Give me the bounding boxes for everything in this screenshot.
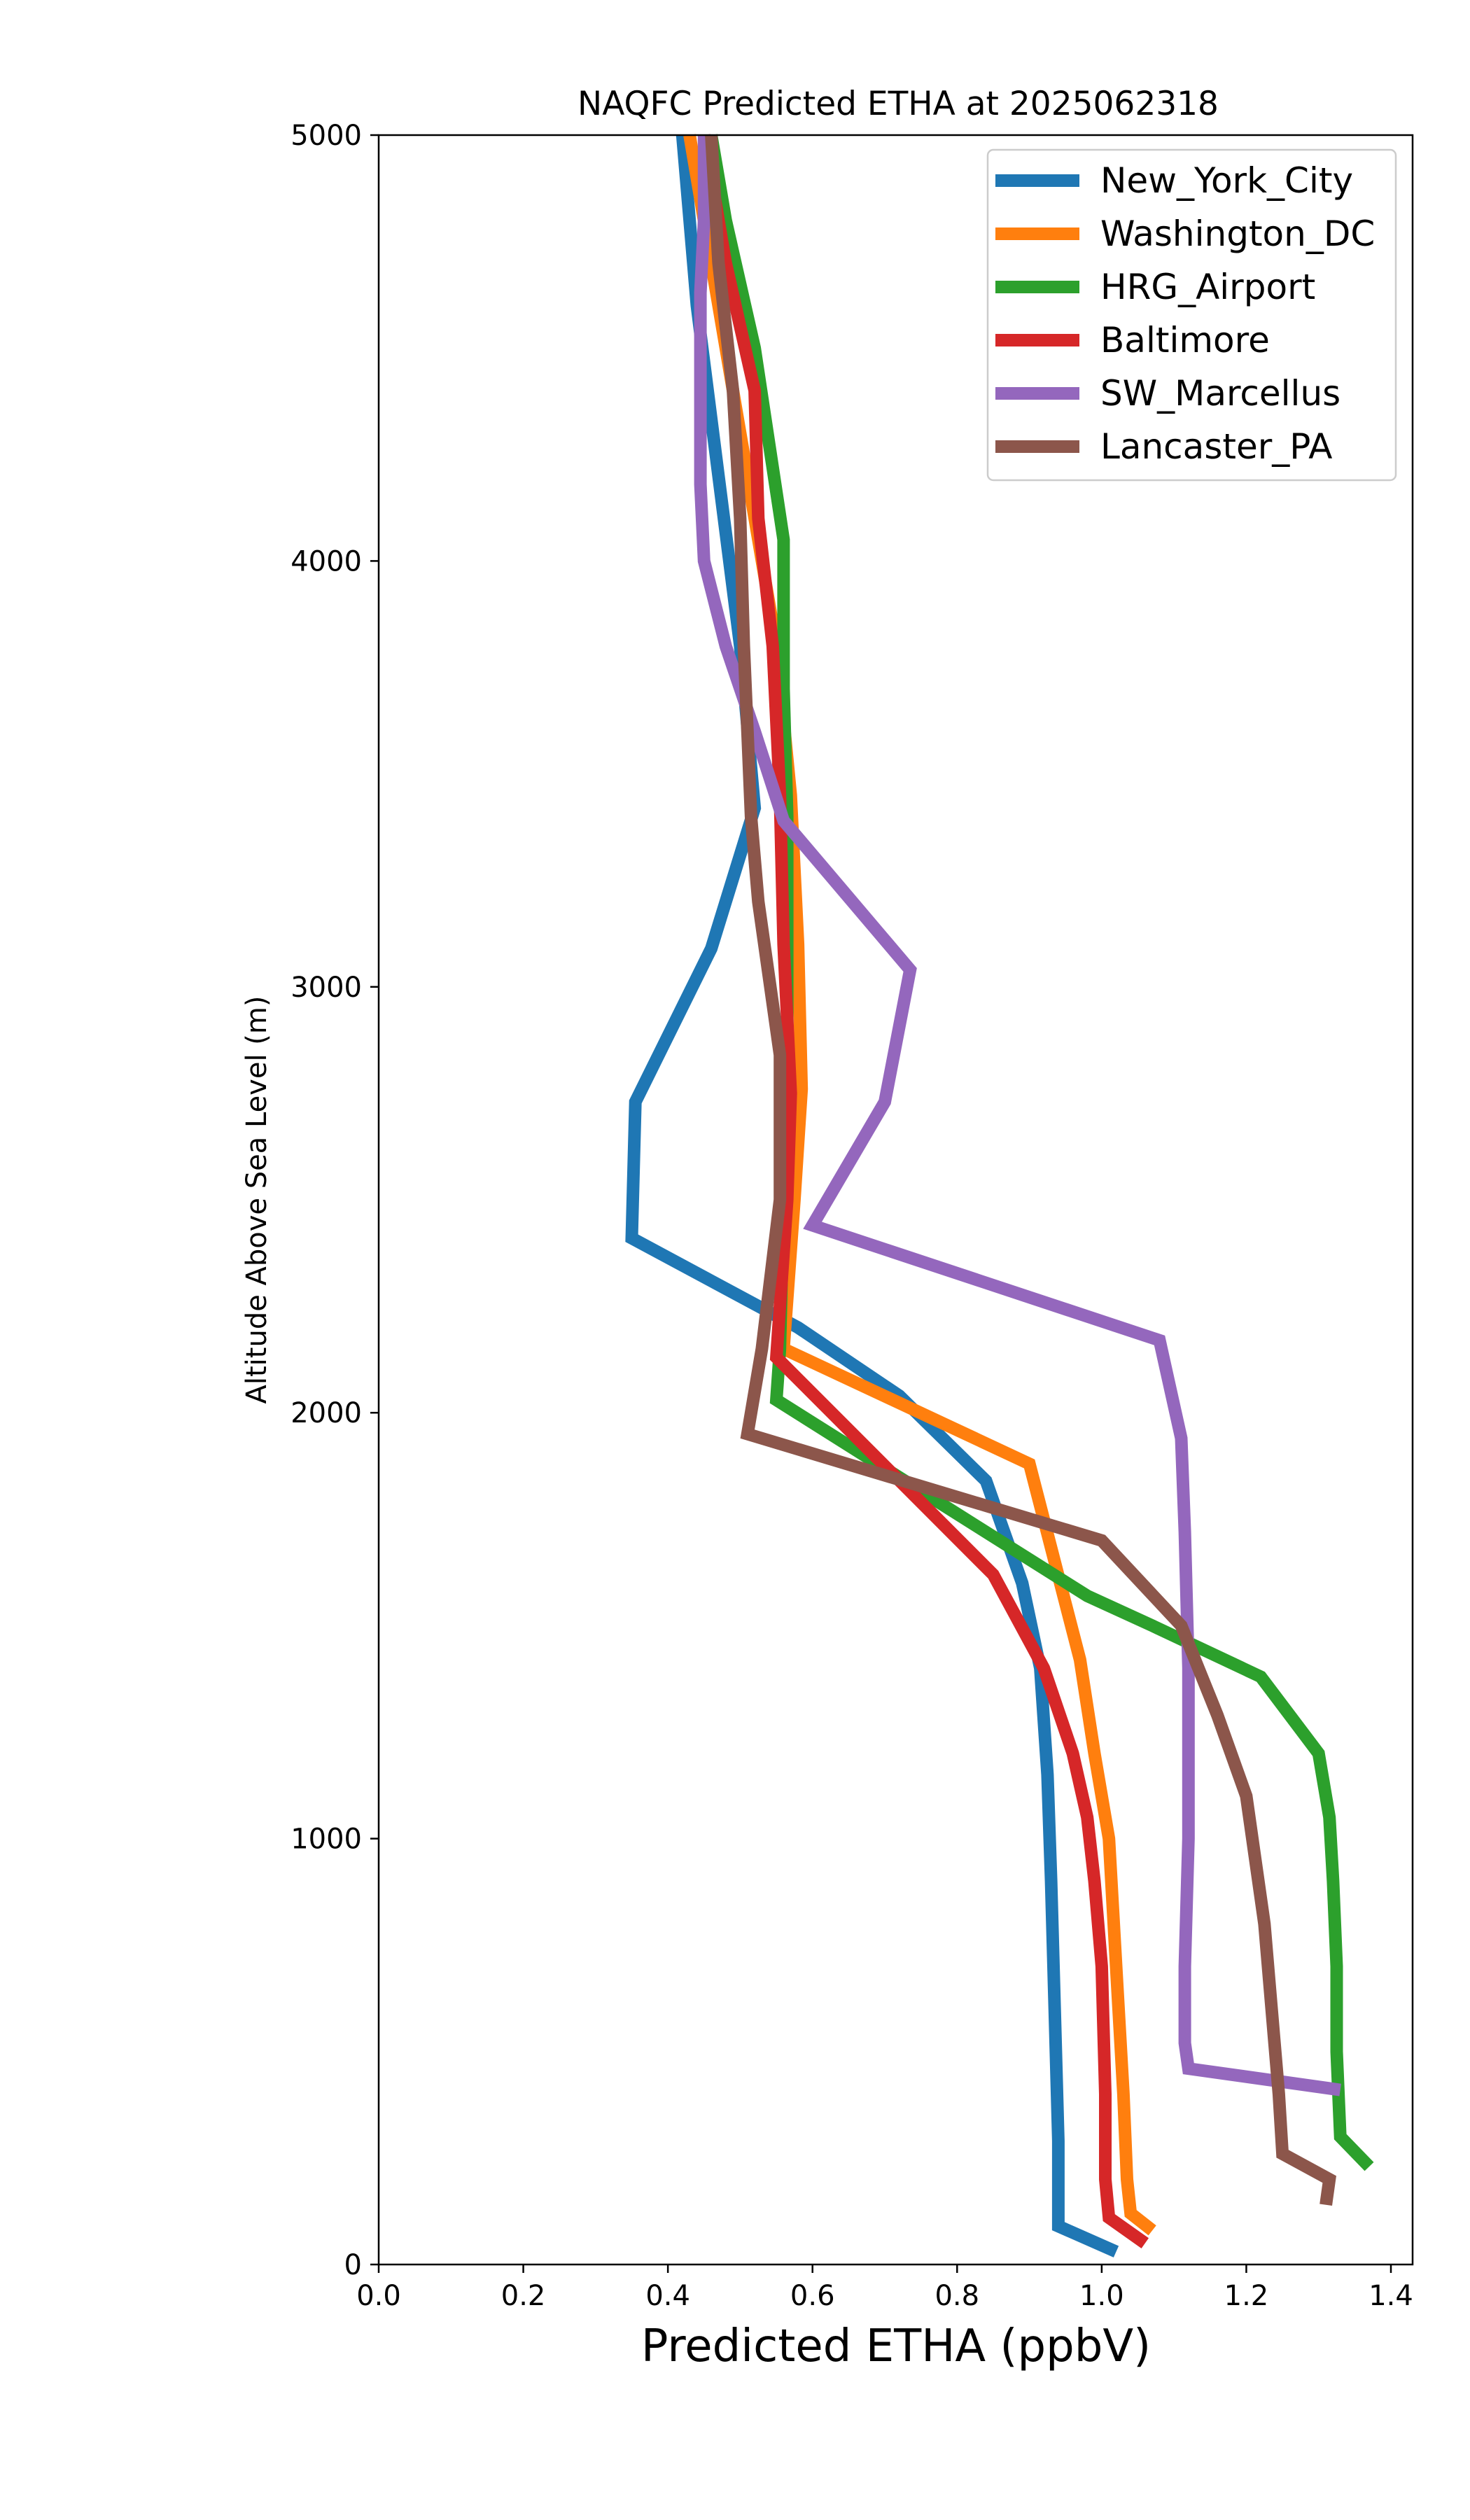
legend: New_York_City Washington_DC HRG_Airport Bal…: [986, 148, 1397, 482]
y-tick-label: 4000: [290, 545, 362, 578]
y-axis-label: Altitude Above Sea Level (m): [241, 996, 273, 1404]
chart-title: NAQFC Predicted ETHA at 2025062318: [578, 85, 1219, 123]
legend-label-new-york-city: New_York_City: [1100, 160, 1353, 201]
series-line-lancaster-pa: [705, 134, 1336, 2206]
y-axis: 0 1000 2000 3000 4000 5000: [290, 120, 379, 2281]
plot-frame: [377, 134, 1414, 2266]
x-tick-label: 0.2: [501, 2280, 546, 2312]
y-tick-label: 2000: [290, 1397, 362, 1429]
y-tick-label: 1000: [290, 1823, 362, 1856]
legend-box: [986, 148, 1397, 482]
x-tick-label: 1.2: [1224, 2280, 1269, 2312]
y-tick-label: 3000: [290, 972, 362, 1004]
legend-label-baltimore: Baltimore: [1100, 320, 1270, 360]
y-tick-label: 5000: [290, 120, 362, 152]
series-line-hrg-airport: [705, 134, 1374, 2171]
x-tick-label: 1.4: [1368, 2280, 1413, 2312]
x-tick-label: 1.0: [1079, 2280, 1124, 2312]
x-axis: 0.0 0.2 0.4 0.6 0.8 1.0 1.2 1.4: [356, 2264, 1413, 2312]
legend-label-hrg-airport: HRG_Airport: [1100, 267, 1315, 307]
y-tick-label: 0: [344, 2249, 362, 2281]
x-tick-label: 0.4: [645, 2280, 690, 2312]
plot-area: [377, 134, 1414, 2266]
legend-label-washington-dc: Washington_DC: [1100, 214, 1375, 254]
series-layer: [625, 134, 1374, 2258]
x-tick-label: 0.0: [356, 2280, 401, 2312]
x-axis-label: Predicted ETHA (ppbV): [641, 2320, 1151, 2372]
x-tick-label: 0.6: [790, 2280, 835, 2312]
series-line-sw-marcellus: [694, 135, 1341, 2096]
x-tick-label: 0.8: [934, 2280, 979, 2312]
series-line-baltimore: [697, 134, 1149, 2248]
legend-label-lancaster-pa: Lancaster_PA: [1100, 426, 1332, 467]
legend-label-sw-marcellus: SW_Marcellus: [1100, 373, 1340, 414]
